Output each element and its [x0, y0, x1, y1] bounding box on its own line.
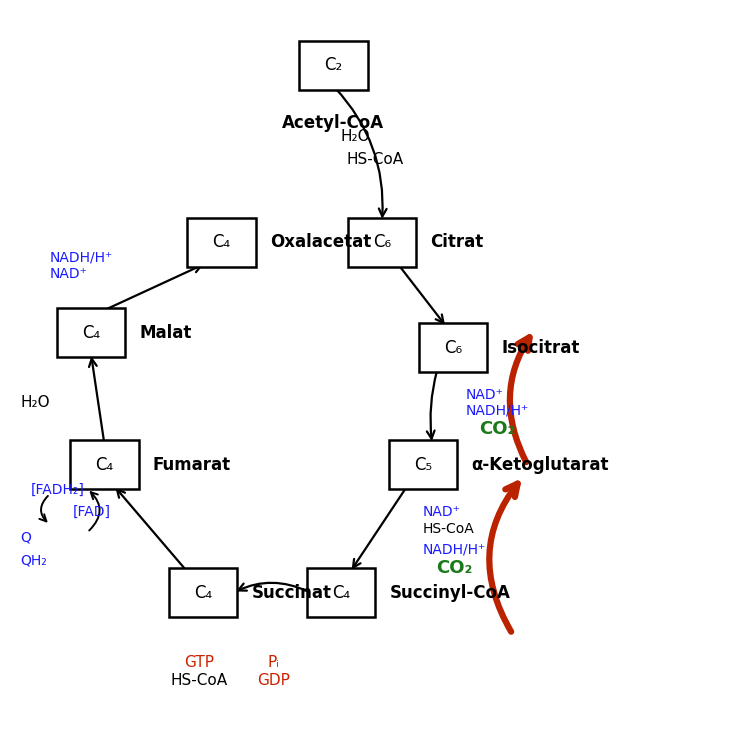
- FancyBboxPatch shape: [389, 440, 458, 489]
- Text: HS-CoA: HS-CoA: [423, 522, 475, 536]
- Text: Fumarat: Fumarat: [153, 456, 231, 473]
- Text: Acetyl-CoA: Acetyl-CoA: [282, 114, 384, 132]
- Text: Citrat: Citrat: [431, 234, 484, 252]
- Text: C₄: C₄: [95, 456, 113, 473]
- FancyBboxPatch shape: [57, 308, 125, 358]
- Text: GTP: GTP: [184, 655, 214, 671]
- Text: H₂O: H₂O: [341, 129, 371, 144]
- Text: NAD⁺: NAD⁺: [466, 388, 503, 401]
- Text: [FAD]: [FAD]: [73, 505, 110, 519]
- FancyBboxPatch shape: [169, 569, 237, 617]
- Text: NADH/H⁺: NADH/H⁺: [423, 543, 486, 556]
- Text: [FADH₂]: [FADH₂]: [31, 482, 85, 497]
- Text: CO₂: CO₂: [479, 420, 515, 438]
- FancyBboxPatch shape: [419, 324, 487, 373]
- Text: Pᵢ: Pᵢ: [267, 655, 280, 671]
- Text: Succinat: Succinat: [252, 584, 331, 602]
- Text: C₄: C₄: [213, 234, 231, 252]
- FancyBboxPatch shape: [348, 218, 416, 267]
- FancyBboxPatch shape: [306, 569, 375, 617]
- Text: Malat: Malat: [139, 324, 192, 342]
- Text: C₆: C₆: [444, 339, 462, 357]
- FancyBboxPatch shape: [187, 218, 256, 267]
- FancyBboxPatch shape: [299, 41, 368, 90]
- Text: C₅: C₅: [414, 456, 432, 473]
- Text: Isocitrat: Isocitrat: [501, 339, 580, 357]
- FancyBboxPatch shape: [70, 440, 139, 489]
- Text: QH₂: QH₂: [20, 553, 46, 567]
- Text: Succinyl-CoA: Succinyl-CoA: [389, 584, 510, 602]
- Text: NAD⁺: NAD⁺: [423, 505, 461, 519]
- Text: C₄: C₄: [332, 584, 350, 602]
- Text: GDP: GDP: [258, 674, 290, 688]
- Text: Q: Q: [20, 531, 31, 544]
- Text: Oxalacetat: Oxalacetat: [270, 234, 372, 252]
- Text: HS-CoA: HS-CoA: [171, 674, 228, 688]
- Text: C₄: C₄: [82, 324, 100, 342]
- Text: NAD⁺: NAD⁺: [50, 267, 88, 281]
- Text: C₂: C₂: [324, 57, 342, 74]
- Text: C₄: C₄: [194, 584, 212, 602]
- Text: CO₂: CO₂: [437, 559, 473, 577]
- Text: NADH/H⁺: NADH/H⁺: [466, 404, 529, 417]
- Text: C₆: C₆: [373, 234, 391, 252]
- Text: NADH/H⁺: NADH/H⁺: [50, 250, 113, 265]
- Text: H₂O: H₂O: [20, 395, 49, 410]
- Text: HS-CoA: HS-CoA: [346, 152, 403, 167]
- Text: α-Ketoglutarat: α-Ketoglutarat: [472, 456, 609, 473]
